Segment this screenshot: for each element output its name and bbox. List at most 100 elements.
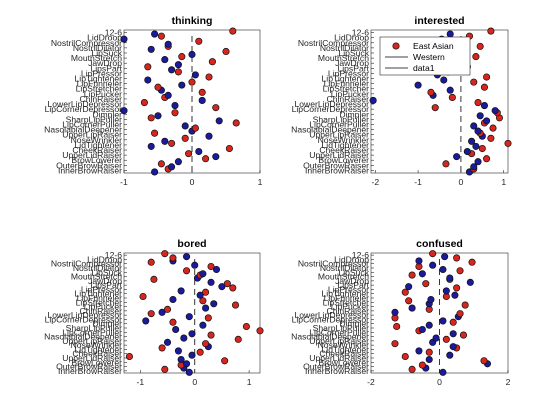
point-east-asian bbox=[195, 37, 203, 45]
point-western bbox=[432, 334, 440, 342]
point-western bbox=[474, 158, 482, 166]
point-western bbox=[476, 112, 484, 120]
ytick-label: JawDrop bbox=[88, 58, 122, 68]
ytick-label: InnerBrowRaiser bbox=[58, 366, 122, 376]
panel-title: confused bbox=[416, 238, 463, 250]
ytick-label: LipSuck bbox=[338, 48, 369, 58]
ytick-label: BrowLowerer bbox=[318, 357, 369, 367]
point-east-asian bbox=[453, 254, 461, 262]
point-western bbox=[180, 334, 188, 342]
ytick-label: UpperLipRaiser bbox=[62, 130, 122, 140]
point-east-asian bbox=[425, 348, 433, 356]
point-western bbox=[474, 127, 482, 135]
ytick-label: 12-6 bbox=[105, 28, 122, 38]
ytick-label: LipStretcher bbox=[76, 84, 122, 94]
point-western bbox=[191, 71, 199, 79]
point-western bbox=[212, 265, 221, 274]
legend-label: Western bbox=[413, 52, 445, 62]
point-western bbox=[439, 265, 447, 274]
point-western bbox=[446, 351, 454, 359]
point-east-asian bbox=[429, 250, 437, 258]
ytick-label: LipFunneler bbox=[324, 293, 370, 303]
point-east-asian bbox=[456, 267, 464, 275]
point-western bbox=[480, 102, 489, 110]
point-east-asian bbox=[474, 99, 482, 107]
point-western bbox=[483, 117, 491, 125]
ytick-label: LipPucker bbox=[84, 302, 122, 312]
point-western bbox=[439, 317, 447, 325]
point-east-asian bbox=[453, 284, 461, 292]
point-western bbox=[158, 308, 166, 316]
ytick-label: LidTightener bbox=[75, 140, 123, 150]
ytick-label: OuterBrowRaiser bbox=[303, 160, 369, 170]
ytick-label: MouthStretch bbox=[71, 53, 122, 63]
ytick-label: LipSuck bbox=[338, 267, 369, 277]
panel-title: interested bbox=[414, 15, 464, 27]
point-east-asian bbox=[408, 271, 416, 279]
point-east-asian bbox=[422, 280, 430, 288]
point-western bbox=[198, 96, 206, 104]
point-western bbox=[183, 360, 191, 368]
point-east-asian bbox=[207, 331, 215, 339]
point-east-asian bbox=[478, 144, 486, 153]
ytick-label: LipPressor bbox=[328, 284, 369, 294]
ytick-label: BrowLowerer bbox=[71, 357, 122, 367]
point-east-asian bbox=[147, 114, 155, 122]
legend-marker-east-asian bbox=[392, 42, 400, 50]
point-east-asian bbox=[225, 144, 233, 153]
point-western bbox=[199, 270, 207, 278]
ytick-label: LipCornerPuller bbox=[62, 327, 122, 337]
ytick-label: JawDrop bbox=[335, 58, 369, 68]
point-east-asian bbox=[202, 155, 210, 163]
ytick-label: ChinRaiser bbox=[79, 94, 122, 104]
point-east-asian bbox=[174, 68, 182, 76]
panel-title: thinking bbox=[172, 15, 213, 27]
point-western bbox=[451, 291, 459, 299]
point-east-asian bbox=[393, 322, 401, 331]
ytick-label: NostrilCompressor bbox=[51, 38, 122, 48]
ytick-label: LipCornerPuller bbox=[309, 327, 369, 337]
ytick-label: LowerLipDepressor bbox=[47, 310, 122, 320]
point-east-asian bbox=[401, 352, 409, 361]
xtick-label: -1 bbox=[136, 377, 144, 387]
point-western bbox=[418, 325, 426, 334]
xtick-label: 1 bbox=[247, 377, 252, 387]
point-western bbox=[151, 30, 159, 38]
point-western bbox=[151, 168, 159, 176]
point-western bbox=[164, 91, 172, 99]
ytick-label: LipsPart bbox=[337, 280, 369, 290]
point-western bbox=[174, 61, 182, 69]
point-western bbox=[205, 132, 213, 140]
point-western bbox=[472, 142, 480, 150]
point-western bbox=[185, 313, 193, 321]
point-western bbox=[202, 304, 210, 312]
point-east-asian bbox=[202, 340, 210, 348]
point-western bbox=[427, 295, 435, 304]
point-western bbox=[183, 253, 191, 261]
ytick-label: LipPucker bbox=[84, 89, 122, 99]
point-east-asian bbox=[185, 150, 193, 158]
point-western bbox=[177, 287, 185, 295]
ytick-label: Dimpler bbox=[339, 109, 369, 119]
point-western bbox=[449, 343, 457, 351]
point-western bbox=[199, 321, 207, 329]
ytick-label: LipPressor bbox=[328, 68, 369, 78]
ytick-label: Dimpler bbox=[92, 109, 122, 119]
point-east-asian bbox=[221, 357, 229, 365]
ytick-label: NostrilDilator bbox=[73, 263, 122, 273]
point-east-asian bbox=[204, 314, 212, 322]
point-western bbox=[418, 270, 426, 278]
xtick-label: 2 bbox=[506, 377, 511, 387]
point-east-asian bbox=[150, 275, 158, 283]
ytick-label: NostrilCompressor bbox=[51, 259, 122, 269]
point-east-asian bbox=[151, 129, 159, 137]
point-western bbox=[147, 142, 155, 150]
ytick-label: LidDroop bbox=[334, 33, 369, 43]
point-east-asian bbox=[157, 160, 165, 168]
point-east-asian bbox=[205, 73, 213, 81]
ytick-label: LowerLipDepressor bbox=[47, 99, 122, 109]
panel-confused: confused InnerBrowRaiserOuterBrowRaiserBr… bbox=[291, 238, 510, 387]
ytick-label: OuterBrowRaiser bbox=[303, 362, 369, 372]
point-east-asian bbox=[154, 83, 162, 91]
ytick-label: CheekRaiser bbox=[319, 145, 369, 155]
